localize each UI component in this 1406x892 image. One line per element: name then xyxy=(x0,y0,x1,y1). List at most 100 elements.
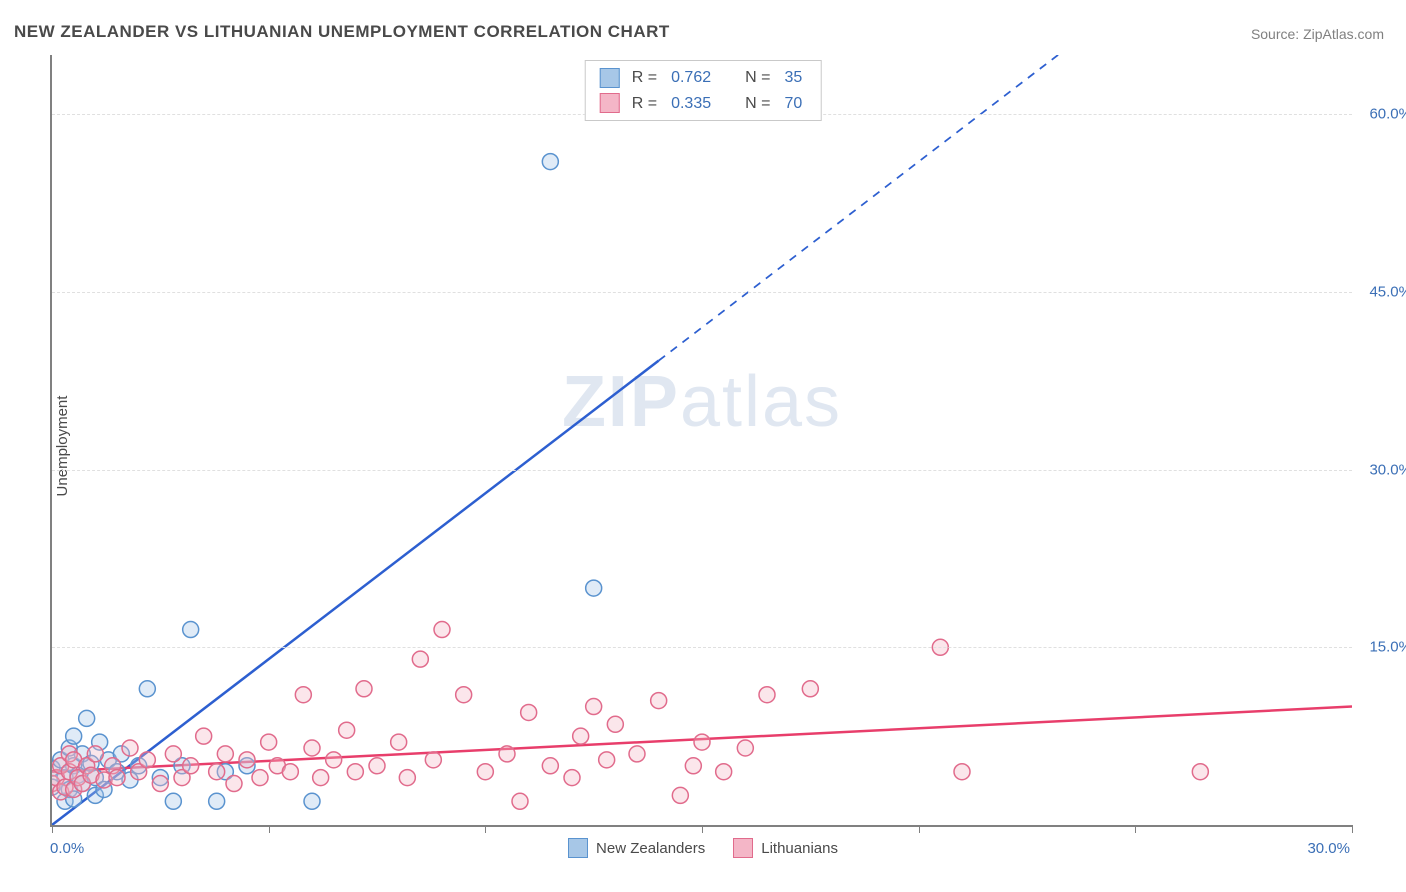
scatter-point xyxy=(217,764,233,780)
scatter-point xyxy=(52,770,64,786)
scatter-point xyxy=(87,770,103,786)
scatter-point xyxy=(53,758,69,774)
scatter-point xyxy=(607,716,623,732)
plot-area: ZIPatlas 15.0%30.0%45.0%60.0% xyxy=(50,55,1352,827)
scatter-point xyxy=(122,740,138,756)
scatter-point xyxy=(57,793,73,809)
scatter-point xyxy=(391,734,407,750)
scatter-point xyxy=(66,752,82,768)
scatter-point xyxy=(57,779,73,795)
scatter-point xyxy=(70,767,86,783)
scatter-point xyxy=(83,767,99,783)
scatter-point xyxy=(716,764,732,780)
stats-row: R =0.335N =70 xyxy=(600,91,807,117)
scatter-point xyxy=(66,781,82,797)
scatter-point xyxy=(109,764,125,780)
y-tick-label: 15.0% xyxy=(1369,639,1406,656)
stat-n-label: N = xyxy=(745,65,770,91)
scatter-point xyxy=(295,687,311,703)
scatter-point xyxy=(61,746,77,762)
series-swatch xyxy=(568,838,588,858)
series-swatch xyxy=(733,838,753,858)
scatter-point xyxy=(74,776,90,792)
scatter-point xyxy=(261,734,277,750)
regression-lines xyxy=(52,55,1352,825)
scatter-point xyxy=(131,758,147,774)
scatter-point xyxy=(92,734,108,750)
scatter-point xyxy=(599,752,615,768)
series-swatch xyxy=(600,68,620,88)
scatter-point xyxy=(412,651,428,667)
stats-legend-box: R =0.762N =35R =0.335N =70 xyxy=(585,60,822,121)
y-tick-label: 45.0% xyxy=(1369,283,1406,300)
x-tick xyxy=(702,825,703,833)
scatter-point xyxy=(100,752,116,768)
scatter-point xyxy=(74,746,90,762)
scatter-point xyxy=(183,622,199,638)
scatter-points xyxy=(52,55,1352,825)
scatter-point xyxy=(105,758,121,774)
bottom-legend: New ZealandersLithuanians xyxy=(0,838,1406,862)
scatter-point xyxy=(564,770,580,786)
scatter-point xyxy=(304,740,320,756)
scatter-point xyxy=(52,776,60,792)
scatter-point xyxy=(113,746,129,762)
scatter-point xyxy=(802,681,818,697)
scatter-point xyxy=(399,770,415,786)
scatter-point xyxy=(239,752,255,768)
scatter-point xyxy=(87,746,103,762)
stat-n-label: N = xyxy=(745,91,770,117)
scatter-point xyxy=(282,764,298,780)
scatter-point xyxy=(685,758,701,774)
scatter-point xyxy=(252,770,268,786)
scatter-point xyxy=(61,764,77,780)
scatter-point xyxy=(434,622,450,638)
scatter-point xyxy=(512,793,528,809)
stats-row: R =0.762N =35 xyxy=(600,65,807,91)
scatter-point xyxy=(52,779,60,795)
scatter-point xyxy=(139,681,155,697)
scatter-point xyxy=(586,699,602,715)
legend-label: Lithuanians xyxy=(761,840,838,857)
scatter-point xyxy=(573,728,589,744)
scatter-point xyxy=(109,770,125,786)
scatter-point xyxy=(139,752,155,768)
stat-n-value: 70 xyxy=(784,91,802,117)
scatter-point xyxy=(87,787,103,803)
scatter-point xyxy=(165,746,181,762)
scatter-point xyxy=(174,758,190,774)
scatter-point xyxy=(226,776,242,792)
scatter-point xyxy=(672,787,688,803)
scatter-point xyxy=(339,722,355,738)
scatter-point xyxy=(369,758,385,774)
scatter-point xyxy=(326,752,342,768)
regression-line-solid xyxy=(52,361,659,825)
gridline xyxy=(52,292,1352,293)
scatter-point xyxy=(61,740,77,756)
scatter-point xyxy=(737,740,753,756)
scatter-point xyxy=(66,758,82,774)
regression-line-solid xyxy=(52,707,1352,772)
scatter-point xyxy=(74,776,90,792)
scatter-point xyxy=(521,704,537,720)
scatter-point xyxy=(759,687,775,703)
chart-container: NEW ZEALANDER VS LITHUANIAN UNEMPLOYMENT… xyxy=(0,0,1406,892)
scatter-point xyxy=(313,770,329,786)
scatter-point xyxy=(52,760,60,776)
scatter-point xyxy=(53,752,69,768)
stat-r-value: 0.335 xyxy=(671,91,711,117)
scatter-point xyxy=(122,772,138,788)
source-attribution: Source: ZipAtlas.com xyxy=(1251,26,1384,42)
scatter-point xyxy=(61,781,77,797)
scatter-point xyxy=(542,758,558,774)
scatter-point xyxy=(96,781,112,797)
y-tick-label: 60.0% xyxy=(1369,106,1406,123)
x-tick xyxy=(1352,825,1353,833)
scatter-point xyxy=(629,746,645,762)
scatter-point xyxy=(239,758,255,774)
scatter-point xyxy=(152,770,168,786)
scatter-point xyxy=(57,770,73,786)
scatter-point xyxy=(174,770,190,786)
scatter-point xyxy=(131,764,147,780)
scatter-point xyxy=(79,710,95,726)
